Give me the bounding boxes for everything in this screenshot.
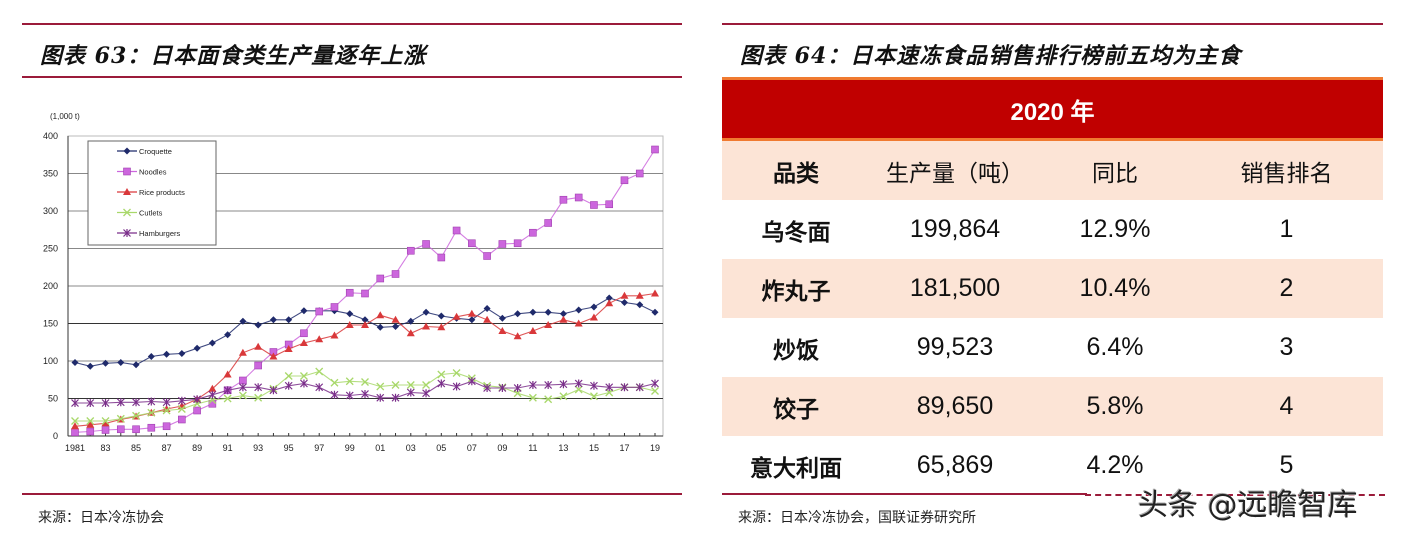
cell-yoy: 6.4%: [1086, 333, 1144, 361]
legend-item-hamburgers: Hamburgers: [117, 229, 181, 238]
svg-text:300: 300: [43, 206, 58, 216]
svg-text:93: 93: [253, 443, 263, 453]
col-header-production: 生产量（吨）: [886, 160, 1024, 187]
cell-rank: 1: [1279, 215, 1294, 243]
y-unit-label: (1,000 t): [50, 112, 80, 121]
series-cutlets: [71, 367, 659, 425]
svg-text:01: 01: [375, 443, 385, 453]
right-figure-title: 图表 64：日本速冻食品销售排行榜前五均为主食: [740, 43, 1242, 69]
cell-rank: 5: [1279, 451, 1294, 479]
col-header-category: 品类: [773, 159, 819, 187]
right-source-note: 来源：日本冷冻协会，国联证券研究所: [738, 510, 976, 526]
cell-production: 89,650: [916, 392, 994, 420]
svg-text:17: 17: [619, 443, 629, 453]
svg-text:99: 99: [345, 443, 355, 453]
left-source-note: 来源：日本冷冻协会: [38, 510, 164, 526]
svg-text:15: 15: [589, 443, 599, 453]
right-bottom-rule-dashed: [1085, 494, 1385, 496]
right-top-rule: [722, 23, 1383, 25]
svg-text:100: 100: [43, 356, 58, 366]
cell-category: 意大利面: [750, 454, 842, 482]
svg-text:Cutlets: Cutlets: [139, 209, 163, 218]
svg-text:50: 50: [48, 394, 58, 404]
cell-category: 炸丸子: [761, 277, 831, 305]
chart-series: [71, 145, 659, 437]
svg-text:11: 11: [528, 443, 537, 453]
col-header-yoy: 同比: [1092, 160, 1138, 187]
svg-text:200: 200: [43, 281, 58, 291]
cell-production: 65,869: [916, 451, 994, 479]
right-bottom-rule: [722, 493, 1087, 495]
cell-yoy: 10.4%: [1079, 274, 1151, 302]
svg-text:91: 91: [223, 443, 233, 453]
left-figure-title: 图表 63：日本面食类生产量逐年上涨: [40, 43, 427, 69]
svg-text:13: 13: [558, 443, 568, 453]
table-row: 饺子 89,650 5.8% 4: [722, 377, 1383, 436]
cell-rank: 2: [1279, 274, 1294, 302]
svg-text:350: 350: [43, 169, 58, 179]
table-row: 意大利面 65,869 4.2% 5: [722, 436, 1383, 495]
cell-rank: 3: [1279, 333, 1294, 361]
svg-text:03: 03: [406, 443, 416, 453]
cell-category: 饺子: [773, 395, 819, 423]
svg-text:Rice products: Rice products: [139, 188, 185, 197]
cell-production: 199,864: [909, 215, 1001, 243]
svg-text:89: 89: [192, 443, 202, 453]
svg-text:07: 07: [467, 443, 477, 453]
left-bottom-rule: [22, 493, 682, 495]
legend-item-rice-products: Rice products: [117, 188, 185, 197]
svg-text:150: 150: [43, 319, 58, 329]
chart-legend: Croquette Noodles Rice products Cutlets Hamb…: [87, 140, 217, 246]
svg-text:09: 09: [497, 443, 507, 453]
legend-item-croquette: Croquette: [117, 147, 172, 156]
svg-text:05: 05: [436, 443, 446, 453]
table-row: 乌冬面 199,864 12.9% 1: [722, 200, 1383, 259]
svg-text:Noodles: Noodles: [139, 168, 167, 177]
table-year-header: 2020 年: [722, 77, 1383, 141]
svg-text:Hamburgers: Hamburgers: [139, 229, 181, 238]
cell-category: 乌冬面: [761, 218, 831, 246]
svg-text:400: 400: [43, 131, 58, 141]
series-croquette: [71, 294, 659, 370]
svg-text:1981: 1981: [65, 443, 85, 453]
table-header-row: 品类 生产量（吨） 同比 销售排名: [722, 141, 1383, 200]
svg-text:85: 85: [131, 443, 141, 453]
legend-item-cutlets: Cutlets: [117, 209, 163, 218]
svg-text:83: 83: [101, 443, 111, 453]
svg-text:0: 0: [53, 431, 58, 441]
series-rice-products: [71, 289, 659, 430]
svg-text:95: 95: [284, 443, 294, 453]
series-hamburgers: [71, 377, 659, 407]
svg-text:87: 87: [162, 443, 172, 453]
sales-ranking-table: 2020 年 品类 生产量（吨） 同比 销售排名 乌冬面 199,864 12.…: [722, 77, 1383, 495]
col-header-rank: 销售排名: [1240, 160, 1333, 187]
cell-yoy: 5.8%: [1086, 392, 1144, 420]
legend-item-noodles: Noodles: [117, 168, 167, 177]
svg-text:97: 97: [314, 443, 324, 453]
svg-text:250: 250: [43, 244, 58, 254]
cell-production: 99,523: [916, 333, 994, 361]
y-axis-ticks: 0 50 100 150 200 250 300 350 400: [43, 131, 58, 441]
x-axis-ticks: 1981 83 85 87 89 91 93 95 97 99 01 03 05 07 09 11 13 15 17…: [65, 433, 660, 453]
left-top-rule: [22, 23, 682, 25]
series-noodles: [71, 145, 659, 437]
table-row: 炒饭 99,523 6.4% 3: [722, 318, 1383, 377]
left-title-rule: [22, 76, 682, 78]
cell-category: 炒饭: [773, 336, 819, 364]
cell-rank: 4: [1279, 392, 1294, 420]
table-row: 炸丸子 181,500 10.4% 2: [722, 259, 1383, 318]
svg-text:Croquette: Croquette: [139, 147, 172, 156]
svg-text:19: 19: [650, 443, 660, 453]
cell-production: 181,500: [909, 274, 1001, 302]
watermark: 头条 @远瞻智库: [1138, 488, 1358, 523]
cell-yoy: 4.2%: [1086, 451, 1144, 479]
cell-yoy: 12.9%: [1079, 215, 1151, 243]
